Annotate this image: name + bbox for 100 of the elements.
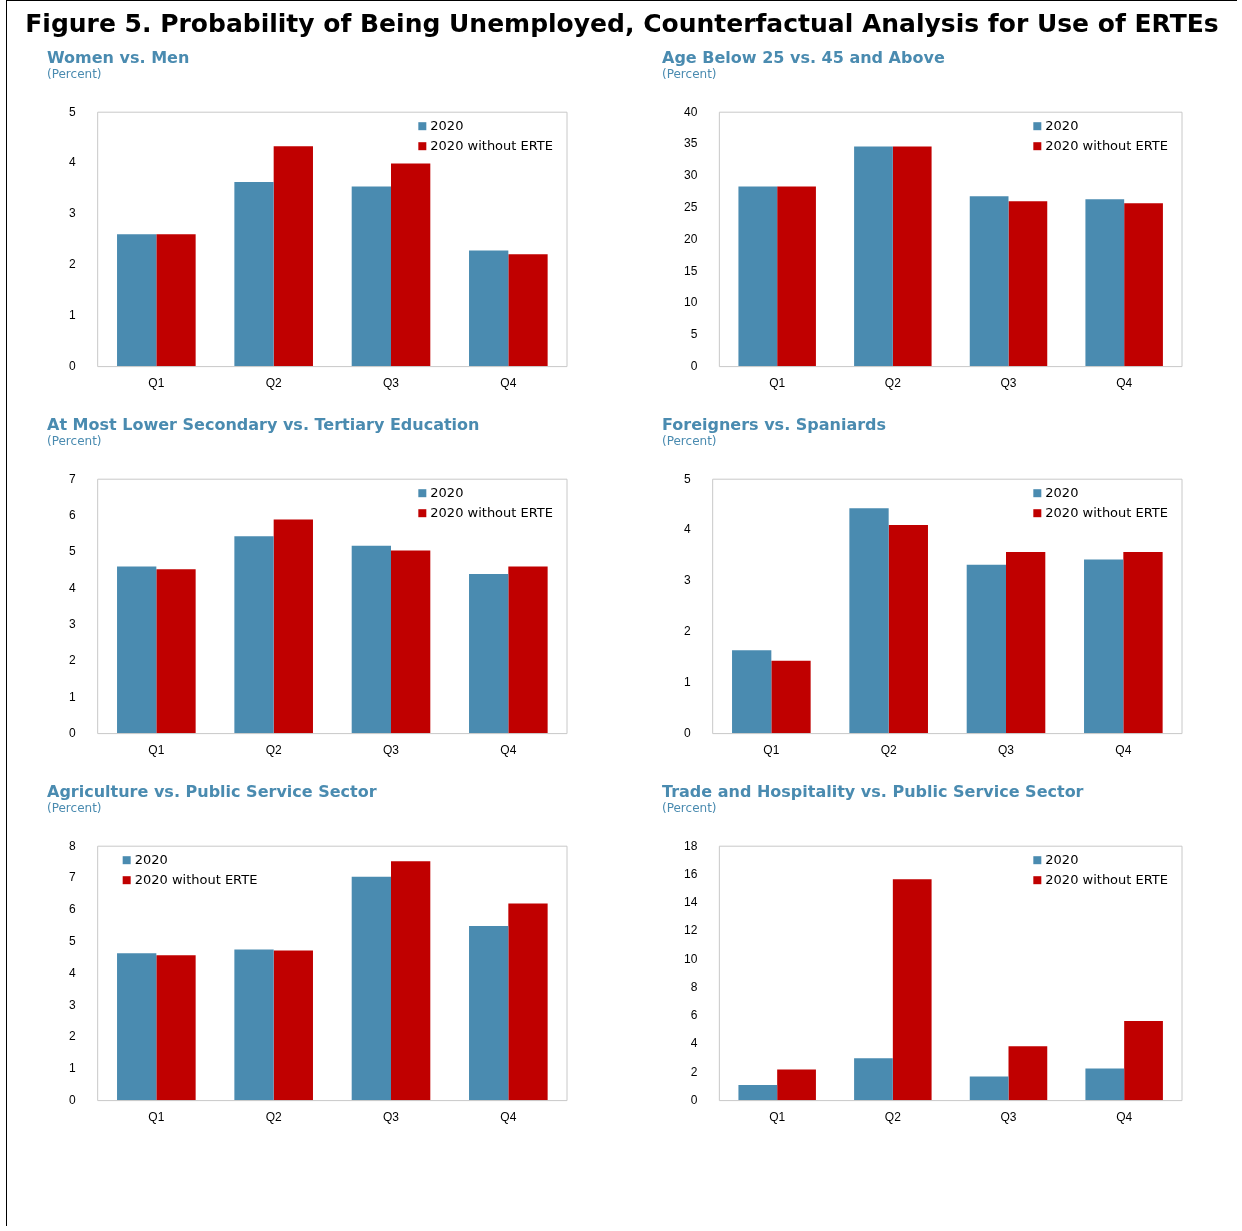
- chart-title: At Most Lower Secondary vs. Tertiary Education: [47, 415, 481, 434]
- bar: [1123, 551, 1163, 734]
- y-tick-label: 0: [68, 725, 76, 740]
- legend-label: 2020: [1045, 117, 1079, 133]
- bar: [969, 196, 1009, 367]
- bar: [273, 950, 313, 1101]
- y-tick-label: 25: [683, 199, 698, 214]
- bar: [738, 186, 778, 367]
- y-tick-label: 0: [68, 1092, 76, 1107]
- bar: [892, 146, 932, 367]
- bar: [777, 1069, 816, 1101]
- x-tick-label: Q4: [1116, 1110, 1133, 1125]
- y-tick-label: 4: [68, 580, 76, 595]
- y-tick-label: 5: [683, 471, 691, 486]
- x-tick-label: Q2: [265, 1110, 282, 1125]
- x-tick-label: Q2: [880, 743, 897, 758]
- x-tick-label: Q4: [1115, 743, 1132, 758]
- y-tick-label: 2: [690, 1064, 698, 1079]
- y-tick-label: 14: [683, 895, 698, 910]
- bar: [854, 146, 893, 367]
- bar: [508, 254, 548, 367]
- legend-label: 2020: [134, 851, 168, 867]
- x-tick-label: Q1: [763, 743, 780, 758]
- y-tick-label: 10: [683, 951, 698, 966]
- y-tick-label: 16: [683, 866, 698, 881]
- bar: [469, 926, 509, 1101]
- legend-label: 2020: [430, 484, 464, 500]
- y-tick-label: 2: [68, 257, 76, 272]
- y-tick-label: 40: [683, 104, 698, 119]
- y-tick-label: 35: [683, 136, 698, 151]
- chart-subtitle: (Percent): [47, 801, 103, 815]
- x-tick-label: Q2: [884, 376, 902, 391]
- y-tick-label: 4: [68, 155, 76, 170]
- y-tick-label: 0: [690, 1092, 698, 1107]
- bar: [969, 1076, 1009, 1101]
- chart-subtitle: (Percent): [662, 67, 718, 81]
- chart-title: Foreigners vs. Spaniards: [662, 415, 888, 434]
- bar: [508, 903, 548, 1101]
- bar: [351, 876, 391, 1101]
- y-tick-label: 6: [690, 1008, 698, 1023]
- y-tick-label: 7: [68, 471, 76, 486]
- y-tick-label: 10: [683, 295, 698, 310]
- y-tick-label: 2: [683, 624, 691, 639]
- x-tick-label: Q4: [500, 743, 517, 758]
- x-tick-label: Q2: [884, 1110, 902, 1125]
- y-tick-label: 4: [683, 522, 691, 537]
- x-tick-label: Q4: [1116, 376, 1133, 391]
- bar: [391, 861, 431, 1101]
- y-tick-label: 18: [683, 838, 698, 853]
- y-tick-label: 3: [68, 997, 76, 1012]
- legend-label: 2020 without ERTE: [430, 504, 554, 520]
- bar: [966, 564, 1006, 734]
- bar: [156, 569, 196, 734]
- x-tick-label: Q3: [382, 1110, 400, 1125]
- bar: [117, 234, 157, 367]
- x-tick-label: Q1: [769, 1110, 786, 1125]
- y-tick-label: 1: [68, 1061, 76, 1076]
- legend-label: 2020: [1045, 484, 1079, 500]
- y-tick-label: 8: [690, 979, 698, 994]
- y-tick-label: 0: [68, 358, 76, 373]
- bar: [117, 566, 157, 734]
- y-tick-label: 2: [68, 653, 76, 668]
- x-tick-label: Q2: [265, 376, 282, 391]
- bar: [1085, 1068, 1125, 1101]
- chart-subtitle: (Percent): [47, 67, 103, 81]
- x-tick-label: Q4: [500, 376, 517, 391]
- text: Figure 5. Probability of Being Unemployed, Counterfactual Analysis for Use of ERTEs: [24, 9, 1220, 38]
- chart-title: Trade and Hospitality vs. Public Service Sector: [662, 782, 1085, 801]
- bar: [391, 550, 431, 734]
- bar: [156, 955, 196, 1101]
- bar: [469, 250, 509, 367]
- x-tick-label: Q3: [997, 743, 1015, 758]
- legend-label: 2020: [1045, 851, 1079, 867]
- y-tick-label: 6: [68, 507, 76, 522]
- x-tick-label: Q3: [1000, 376, 1017, 391]
- bar: [1006, 551, 1046, 734]
- chart-title: Agriculture vs. Public Service Sector: [47, 782, 378, 801]
- legend-label: 2020 without ERTE: [134, 871, 258, 887]
- legend-label: 2020: [430, 117, 464, 133]
- y-tick-label: 30: [683, 168, 698, 183]
- x-tick-label: Q4: [500, 1110, 517, 1125]
- y-tick-label: 6: [68, 902, 76, 917]
- bar: [1085, 199, 1125, 367]
- y-tick-label: 5: [690, 327, 698, 342]
- bar: [732, 650, 772, 734]
- bar: [1008, 1046, 1048, 1101]
- x-tick-label: Q3: [1000, 1110, 1017, 1125]
- y-tick-label: 1: [68, 308, 76, 323]
- bar: [234, 536, 274, 734]
- bar: [738, 1085, 778, 1101]
- bar: [351, 545, 391, 734]
- y-tick-label: 2: [68, 1029, 76, 1044]
- chart-title: Age Below 25 vs. 45 and Above: [662, 48, 946, 67]
- x-tick-label: Q3: [382, 743, 400, 758]
- bar: [1008, 201, 1048, 367]
- bar: [892, 879, 932, 1101]
- x-tick-label: Q1: [769, 376, 786, 391]
- bar: [508, 566, 548, 734]
- x-tick-label: Q2: [265, 743, 282, 758]
- chart-title: Women vs. Men: [47, 48, 191, 67]
